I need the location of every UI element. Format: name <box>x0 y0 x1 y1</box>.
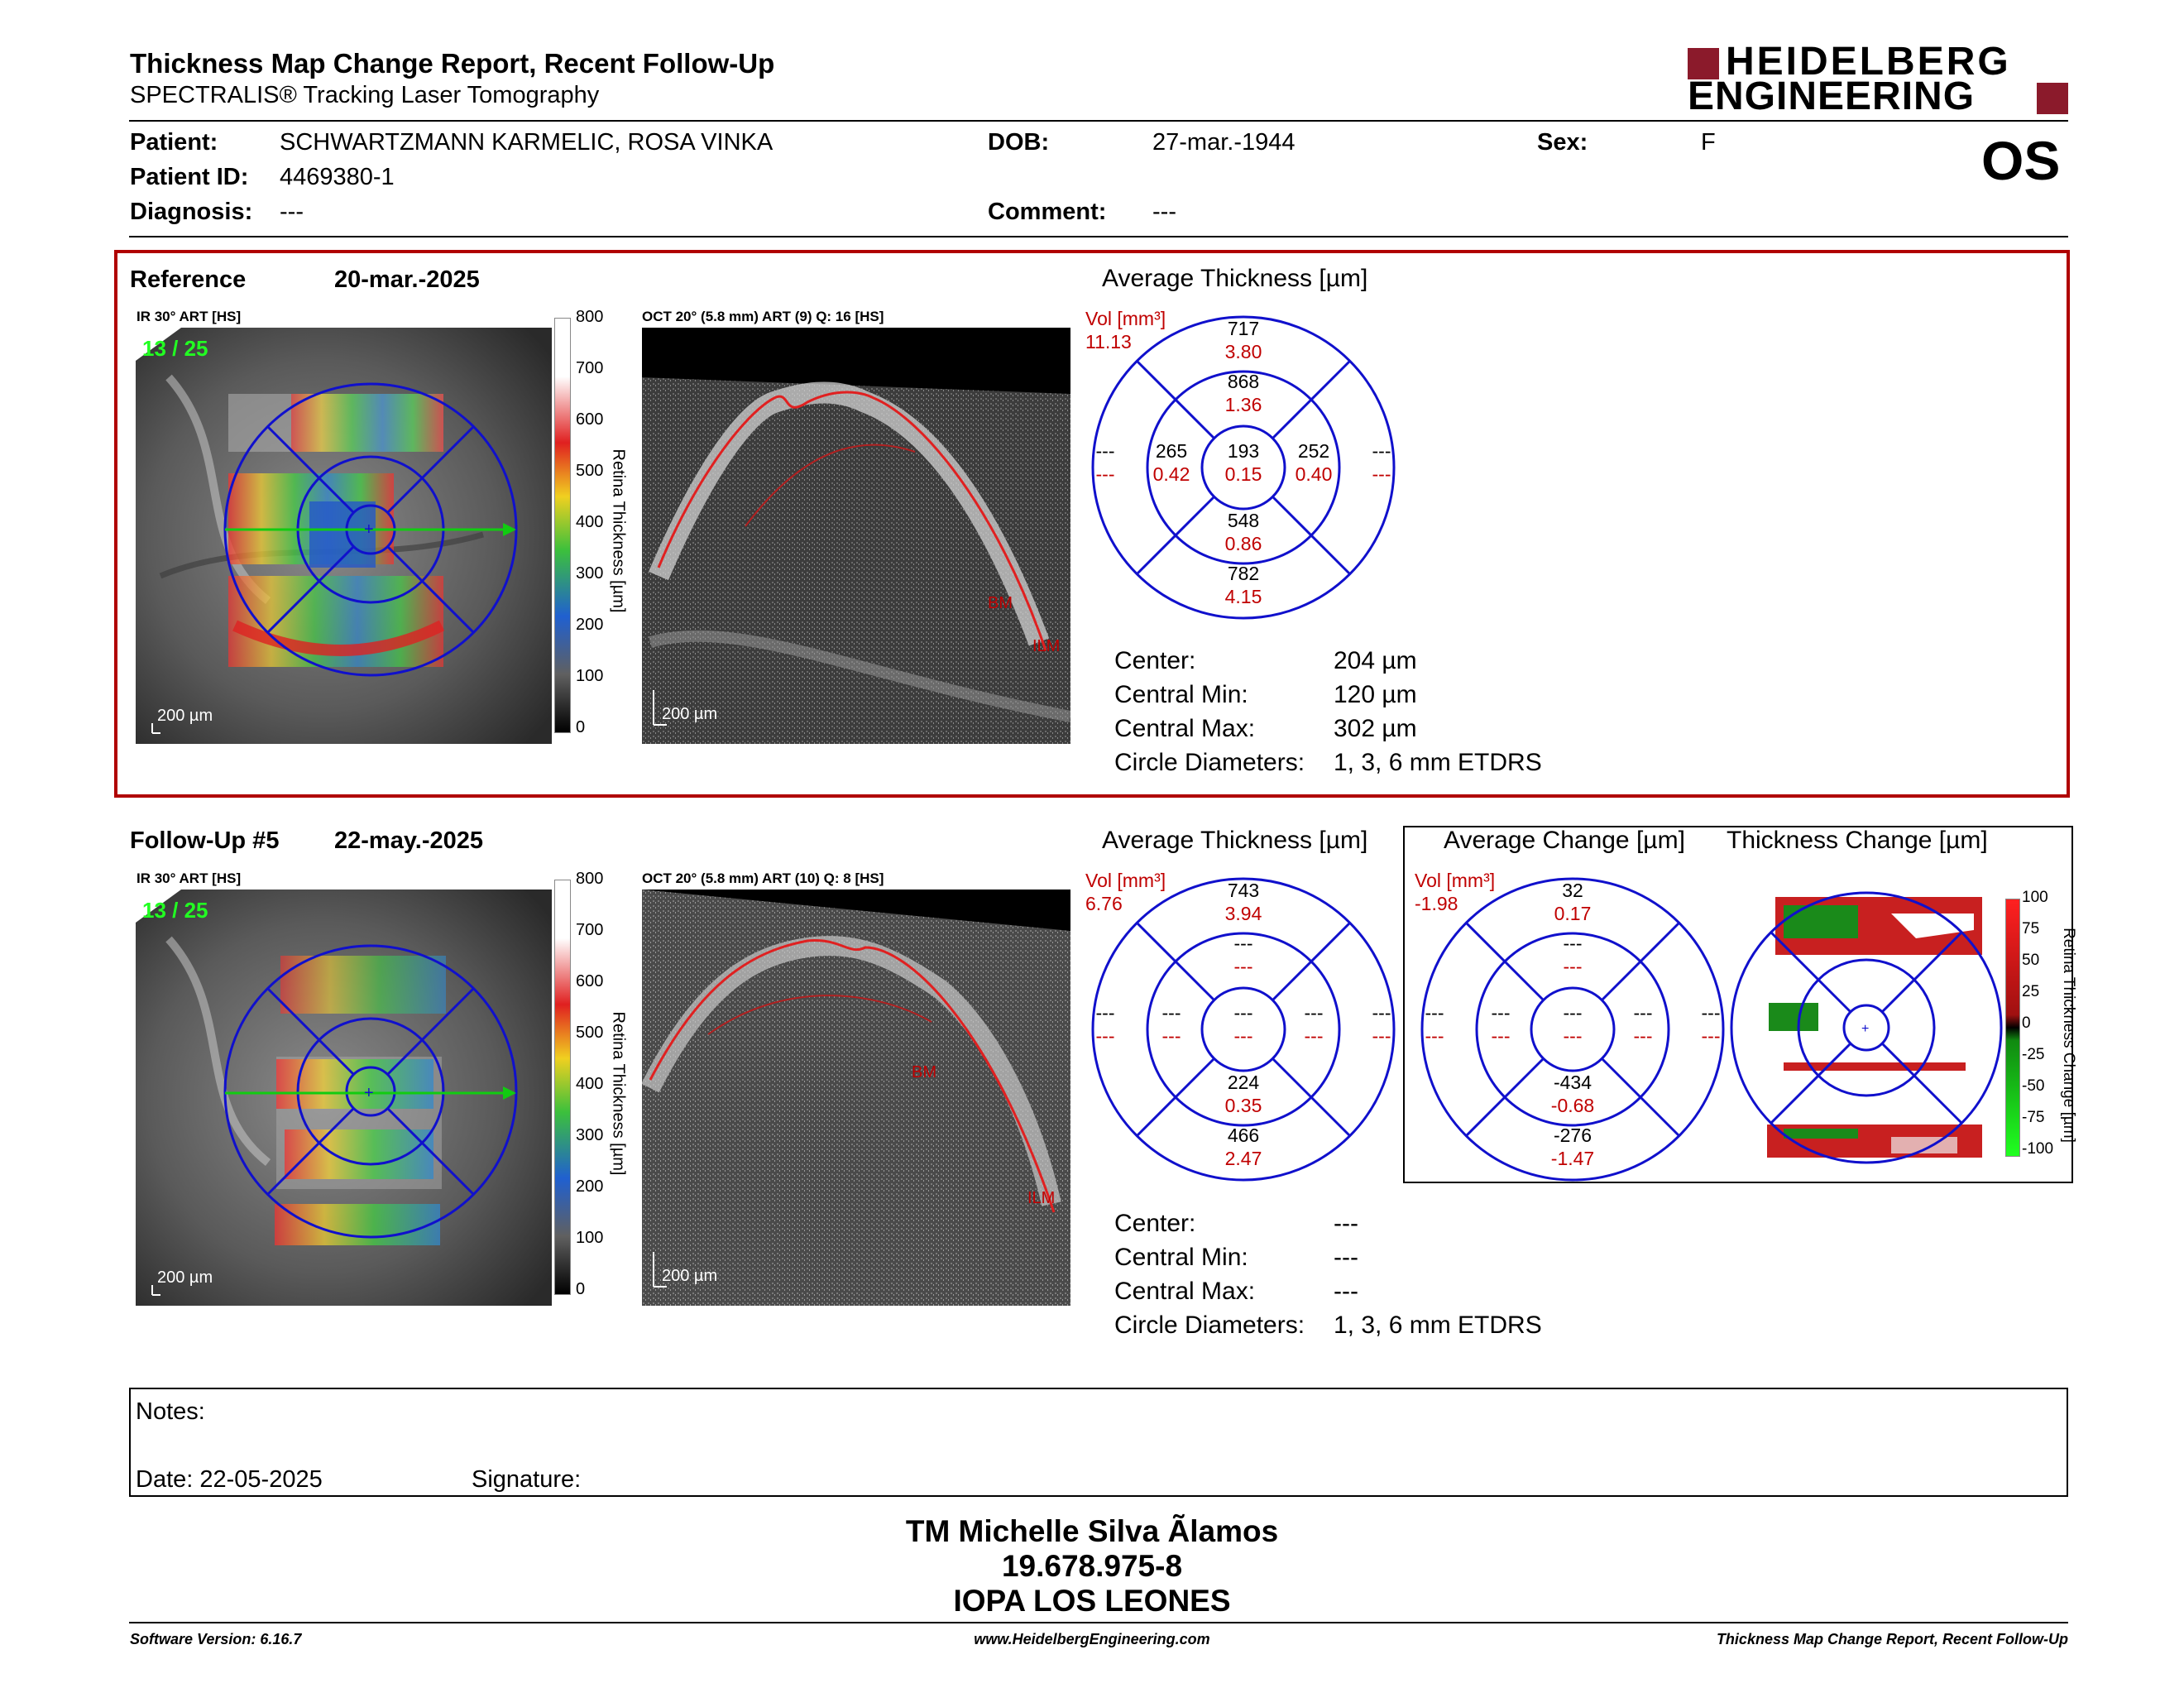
eye-label: OS <box>1981 130 2061 191</box>
central-max-label: Central Max: <box>1114 715 1256 742</box>
colorbar-ticks: 800 700 600 500 400 300 200 100 0 <box>576 308 604 736</box>
patient-name: SCHWARTZMANN KARMELIC, ROSA VINKA <box>280 129 774 156</box>
footer-divider <box>129 1622 2068 1623</box>
oct-bscan[interactable]: BM ILM 200 µm <box>641 890 1070 1306</box>
website-link[interactable]: www.HeidelbergEngineering.com <box>974 1631 1210 1647</box>
signer-rut: 19.678.975-8 <box>1001 1549 1183 1583</box>
center-label: Center: <box>1114 647 1196 674</box>
etdrs-grid <box>1090 876 1396 1182</box>
etdrs-values: 717 3.80 868 1.36 --- --- 265 0.42 193 0… <box>1095 318 1391 607</box>
average-change-title: Average Change [µm] <box>1444 827 1685 854</box>
central-max-label: Central Max: <box>1114 1278 1256 1305</box>
svg-text:+: + <box>364 520 374 539</box>
center-value: 204 µm <box>1334 647 1417 674</box>
change-etdrs-values: 32 0.17 --- --- --- --- --- --- --- --- … <box>1425 880 1721 1169</box>
central-min-label: Central Min: <box>1114 1244 1248 1271</box>
colorbar-ticks: 800 700 600 500 400 300 200 100 0 <box>576 870 604 1298</box>
ilm-label: ILM <box>1027 1189 1056 1207</box>
patient-label: Patient: <box>130 129 218 156</box>
volume-value: 6.76 <box>1085 893 1123 914</box>
circle-diameters-label: Circle Diameters: <box>1114 749 1305 776</box>
central-max-value: 302 µm <box>1334 715 1417 742</box>
signature-label: Signature: <box>472 1466 582 1493</box>
thickness-change-map[interactable]: + <box>1726 889 2007 1170</box>
ir-title: IR 30° ART [HS] <box>136 870 242 886</box>
followup-label: Follow-Up #5 <box>130 827 280 854</box>
average-thickness-title: Average Thickness [µm] <box>1102 265 1368 292</box>
notes-date: Date: 22-05-2025 <box>136 1466 323 1493</box>
change-colorbar <box>2005 899 2020 1157</box>
scale-bar-label: 200 µm <box>157 1268 213 1287</box>
circle-diameters-label: Circle Diameters: <box>1114 1312 1305 1339</box>
frame-counter: 13 / 25 <box>142 898 208 923</box>
center-label: Center: <box>1114 1210 1196 1237</box>
dob-label: DOB: <box>988 129 1050 156</box>
central-min-value: --- <box>1334 1244 1358 1271</box>
sex-value: F <box>1701 129 1716 156</box>
diagnosis-label: Diagnosis: <box>130 199 253 225</box>
center-value: --- <box>1334 1210 1358 1237</box>
reference-frame <box>114 250 2070 798</box>
signer-name: TM Michelle Silva Ãlamos <box>905 1514 1279 1548</box>
scale-bar-label: 200 µm <box>157 707 213 725</box>
ilm-label: ILM <box>1032 637 1061 655</box>
change-panel <box>1403 826 2073 1183</box>
footer-report-title: Thickness Map Change Report, Recent Foll… <box>1716 1631 2068 1647</box>
average-thickness-title: Average Thickness [µm] <box>1102 827 1368 854</box>
volume-label: Vol [mm³] <box>1085 308 1166 329</box>
scale-bar-label: 200 µm <box>662 1267 718 1285</box>
thickness-change-title: Thickness Change [µm] <box>1727 827 1988 854</box>
central-min-label: Central Min: <box>1114 681 1248 708</box>
reference-label: Reference <box>130 266 247 293</box>
change-etdrs-grid <box>1420 876 1726 1182</box>
bm-label: BM <box>988 594 1013 612</box>
ir-title: IR 30° ART [HS] <box>136 309 242 324</box>
change-colorbar-label: Retina Thickness Change [µm] <box>2060 928 2077 1143</box>
signer-block: TM Michelle Silva Ãlamos 19.678.975-8 IO… <box>678 1514 1506 1618</box>
diagnosis-value: --- <box>280 199 304 225</box>
report-subtitle: SPECTRALIS® Tracking Laser Tomography <box>130 82 600 108</box>
change-colorbar-ticks: 100 75 50 25 0 -25 -50 -75 -100 <box>2022 889 2054 1158</box>
sex-label: Sex: <box>1537 129 1588 156</box>
patient-id-label: Patient ID: <box>130 164 249 190</box>
change-volume-value: -1.98 <box>1415 893 1458 914</box>
volume-label: Vol [mm³] <box>1085 870 1166 891</box>
central-max-value: --- <box>1334 1278 1358 1305</box>
comment-label: Comment: <box>988 199 1107 225</box>
followup-date: 22-may.-2025 <box>334 827 484 854</box>
thickness-colorbar <box>554 880 571 1295</box>
comment-value: --- <box>1152 199 1176 225</box>
thickness-colorbar <box>554 318 571 733</box>
patient-divider <box>129 236 2068 237</box>
circle-diameters-value: 1, 3, 6 mm ETDRS <box>1334 1312 1542 1339</box>
scale-bar-label: 200 µm <box>662 705 718 723</box>
etdrs-grid <box>1090 314 1396 621</box>
header-divider <box>129 120 2068 122</box>
central-min-value: 120 µm <box>1334 681 1417 708</box>
software-version: Software Version: 6.16.7 <box>130 1631 302 1647</box>
oct-bscan[interactable]: BM ILM 200 µm <box>642 328 1072 744</box>
patient-id: 4469380-1 <box>280 164 395 190</box>
dob-value: 27-mar.-1944 <box>1152 129 1296 156</box>
bm-label: BM <box>912 1063 936 1081</box>
svg-text:+: + <box>364 1084 374 1102</box>
svg-text:+: + <box>1861 1022 1869 1036</box>
volume-value: 11.13 <box>1085 331 1132 352</box>
etdrs-values: 743 3.94 --- --- --- --- --- --- --- ---… <box>1095 880 1391 1169</box>
colorbar-label: Retina Thickness [µm] <box>609 448 628 613</box>
change-volume-label: Vol [mm³] <box>1415 870 1496 891</box>
signer-org: IOPA LOS LEONES <box>953 1584 1231 1618</box>
notes-label: Notes: <box>136 1398 205 1425</box>
ir-thickness-map[interactable]: + 13 / 25 200 µm <box>136 328 552 744</box>
reference-date: 20-mar.-2025 <box>334 266 480 293</box>
report-title: Thickness Map Change Report, Recent Foll… <box>130 48 775 79</box>
oct-title: OCT 20° (5.8 mm) ART (10) Q: 8 [HS] <box>642 870 884 886</box>
frame-counter: 13 / 25 <box>142 336 208 361</box>
circle-diameters-value: 1, 3, 6 mm ETDRS <box>1334 749 1542 776</box>
heidelberg-logo: HEIDELBERG ENGINEERING <box>1688 41 2068 117</box>
ir-thickness-map[interactable]: + 13 / 25 200 µm <box>136 890 552 1306</box>
colorbar-label: Retina Thickness [µm] <box>609 1011 628 1176</box>
notes-box[interactable] <box>129 1388 2068 1497</box>
oct-title: OCT 20° (5.8 mm) ART (9) Q: 16 [HS] <box>642 309 884 324</box>
